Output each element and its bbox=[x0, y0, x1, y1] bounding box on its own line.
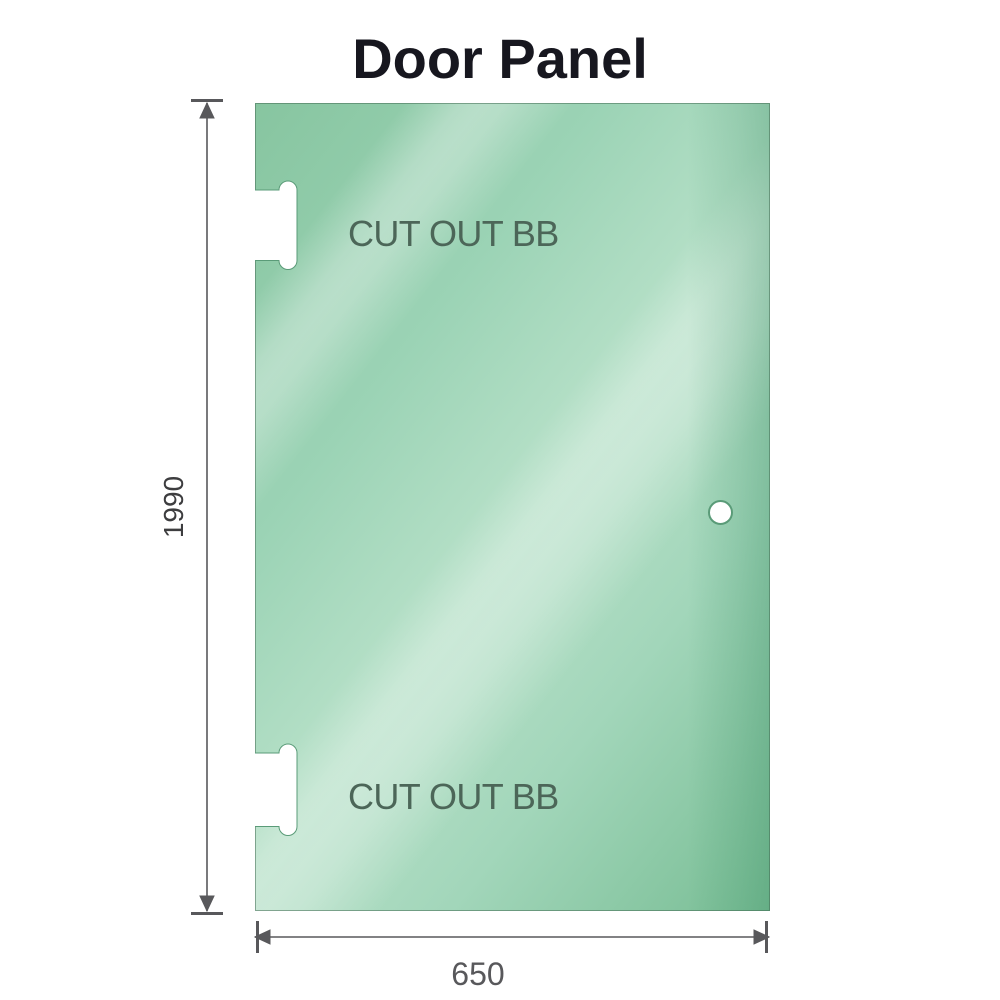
svg-text:1990: 1990 bbox=[158, 476, 189, 538]
svg-text:650: 650 bbox=[451, 956, 504, 992]
